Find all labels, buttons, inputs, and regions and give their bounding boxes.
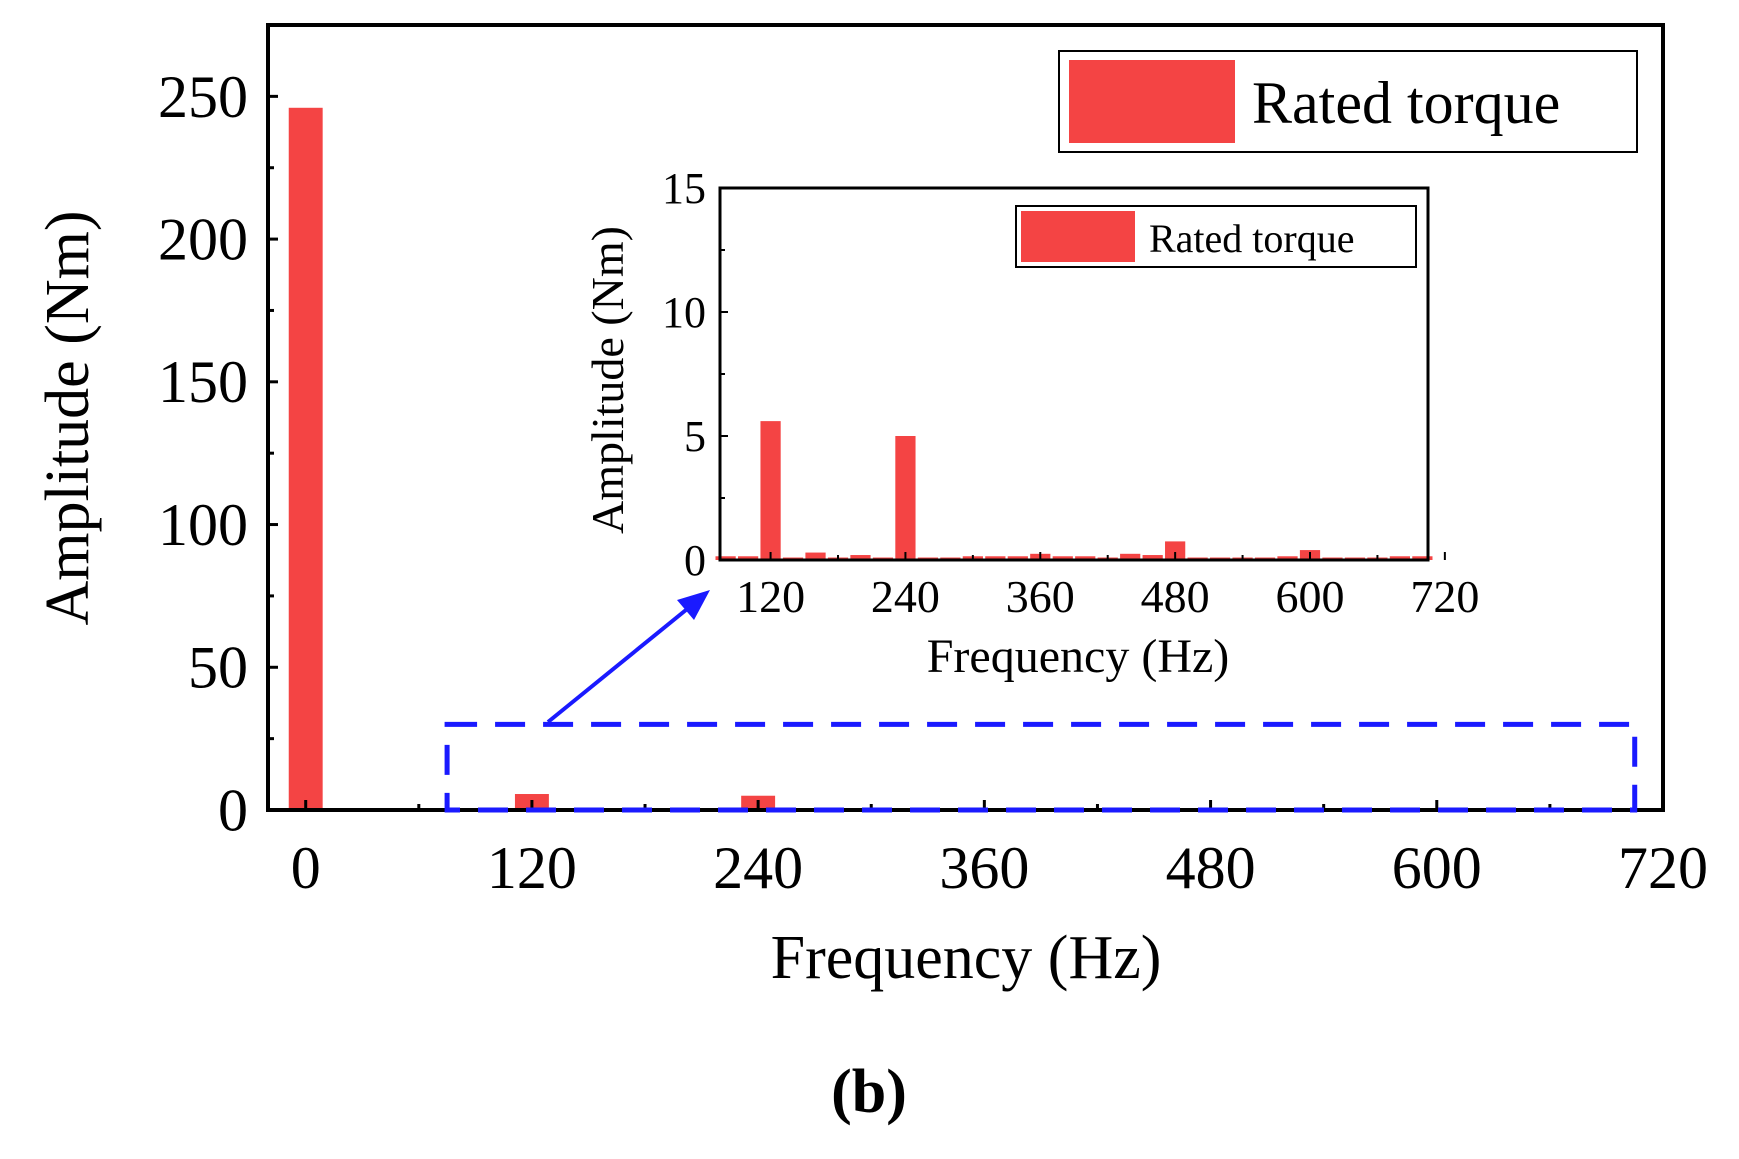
zoom-callout-arrowhead (677, 590, 710, 620)
x-tick-label: 600 (1392, 835, 1482, 901)
y-tick-label: 250 (158, 64, 248, 130)
y-tick-label: 150 (158, 349, 248, 415)
x-tick-label: 360 (939, 835, 1029, 901)
bar (715, 556, 736, 560)
inset-y-ticks: 0 5 10 15 (662, 164, 728, 585)
bar (288, 107, 323, 811)
x-tick-label: 0 (291, 835, 321, 901)
bar (737, 556, 759, 560)
inset-y-axis-label: Amplitude (Nm) (582, 226, 633, 534)
y-tick-label: 15 (662, 164, 706, 213)
inset-legend-label: Rated torque (1149, 216, 1355, 261)
x-tick-label: 720 (1618, 835, 1708, 901)
main-x-ticks: 0 120 240 360 480 600 720 (291, 800, 1708, 901)
x-tick-label: 600 (1276, 571, 1345, 622)
bar (1165, 541, 1186, 560)
x-tick-label: 240 (713, 835, 803, 901)
bar (985, 556, 1006, 560)
main-legend-label: Rated torque (1252, 70, 1560, 136)
y-tick-label: 100 (158, 492, 248, 558)
y-tick-label: 200 (158, 206, 248, 272)
x-tick-label: 480 (1141, 571, 1210, 622)
bar (1277, 556, 1298, 560)
x-tick-label: 480 (1166, 835, 1256, 901)
main-legend: Rated torque (1058, 50, 1638, 153)
bar (1052, 556, 1073, 560)
inset-legend-swatch (1021, 211, 1135, 262)
bar (760, 421, 781, 560)
main-legend-swatch (1069, 60, 1235, 143)
bar (850, 555, 871, 560)
zoom-region-box (444, 721, 1638, 813)
x-tick-label: 120 (736, 571, 805, 622)
bar (1120, 553, 1141, 560)
x-tick-label: 720 (1410, 571, 1479, 622)
inset-x-ticks: 120 240 360 480 600 720 (736, 552, 1479, 622)
figure-label: (b) (831, 1058, 907, 1126)
x-tick-label: 360 (1006, 571, 1075, 622)
main-y-ticks: 0 50 100 150 200 250 (158, 64, 278, 843)
bar (1075, 556, 1096, 560)
inset-chart: 0 5 10 15 120 240 360 480 600 720 Amplitude (Nm)… (582, 164, 1479, 683)
bar (1007, 556, 1028, 560)
y-tick-label: 5 (684, 412, 706, 461)
inset-x-axis-label: Frequency (Hz) (927, 630, 1230, 683)
bar (1412, 556, 1433, 560)
bar (805, 552, 826, 560)
y-tick-label: 0 (684, 536, 706, 585)
inset-plot-frame (718, 186, 1430, 562)
y-tick-label: 0 (218, 777, 248, 843)
y-tick-label: 10 (662, 288, 706, 337)
zoom-callout-arrow (546, 599, 699, 724)
main-y-axis-label: Amplitude (Nm) (34, 211, 102, 626)
inset-legend: Rated torque (1015, 205, 1417, 268)
bar (895, 436, 916, 560)
bar (1142, 555, 1163, 560)
bar (1389, 556, 1411, 560)
y-tick-label: 50 (188, 635, 248, 701)
main-x-axis-label: Frequency (Hz) (771, 924, 1162, 992)
x-tick-label: 240 (871, 571, 940, 622)
x-tick-label: 120 (487, 835, 577, 901)
